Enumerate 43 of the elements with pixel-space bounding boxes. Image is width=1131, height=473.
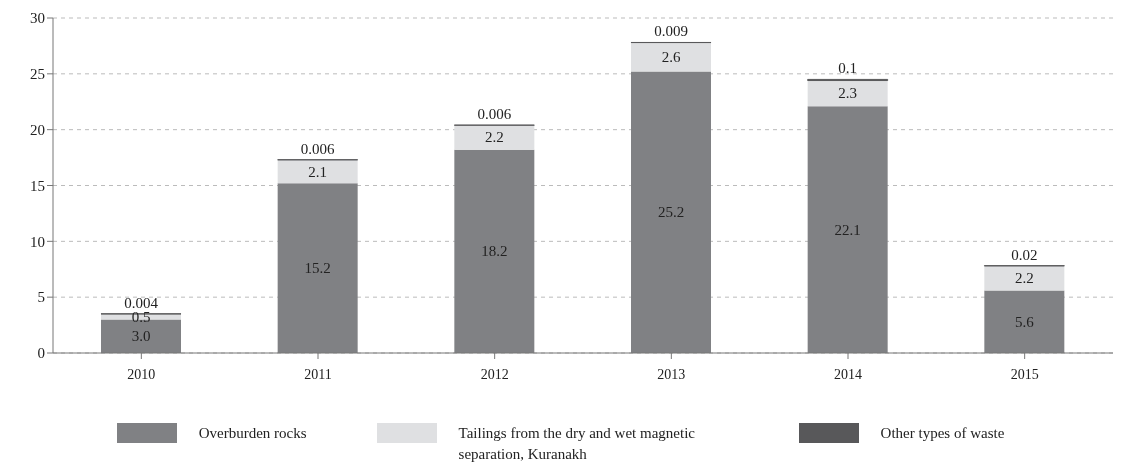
bar: [984, 265, 1065, 291]
bar: [807, 106, 888, 353]
x-tick-label: 2013: [657, 366, 686, 382]
data-label: 0.004: [124, 294, 159, 311]
y-tick-label: 0: [37, 345, 45, 362]
bar: [454, 125, 535, 150]
x-tick-label: 2015: [1010, 366, 1039, 382]
data-label: 18.2: [481, 243, 508, 260]
bar: [277, 159, 358, 184]
bar: [454, 149, 535, 353]
data-label: 0.009: [654, 23, 688, 40]
y-tick-label: 20: [30, 121, 45, 138]
x-tick-label: 2011: [304, 366, 332, 382]
y-tick-label: 5: [37, 289, 45, 306]
data-label: 2.3: [838, 85, 858, 102]
x-tick-label: 2010: [127, 366, 156, 382]
data-label: 5.6: [1014, 313, 1035, 330]
data-label: 2.6: [661, 49, 681, 66]
data-label: 2.1: [308, 163, 328, 180]
data-label: 0.1: [838, 60, 858, 77]
bar: [631, 71, 711, 353]
data-label: 2.2: [484, 129, 504, 146]
legend-label: Other types of waste: [880, 424, 1005, 443]
data-label: 25.2: [657, 204, 685, 221]
data-label: 2.2: [1014, 270, 1034, 287]
data-label: 3.0: [131, 328, 151, 345]
data-label: 15.2: [304, 260, 331, 277]
bar: [277, 183, 358, 353]
y-tick-label: 15: [30, 177, 45, 194]
bar: [984, 290, 1065, 353]
y-tick-label: 10: [30, 233, 45, 250]
x-tick-label: 2012: [480, 366, 509, 382]
bar: [807, 80, 888, 107]
x-tick-label: 2014: [834, 366, 862, 382]
bar: [631, 42, 711, 72]
data-label: 0.006: [300, 140, 336, 157]
data-label: 0.02: [1011, 246, 1038, 263]
legend-label: Overburden rocks: [198, 424, 307, 443]
y-tick-label: 30: [30, 10, 45, 27]
y-tick-label: 25: [30, 66, 45, 83]
legend-label: Tailings from the dry and wet magnetic separation, Kuranakh: [458, 424, 696, 464]
data-label: 0.006: [477, 106, 512, 123]
data-label: 22.1: [834, 221, 861, 238]
